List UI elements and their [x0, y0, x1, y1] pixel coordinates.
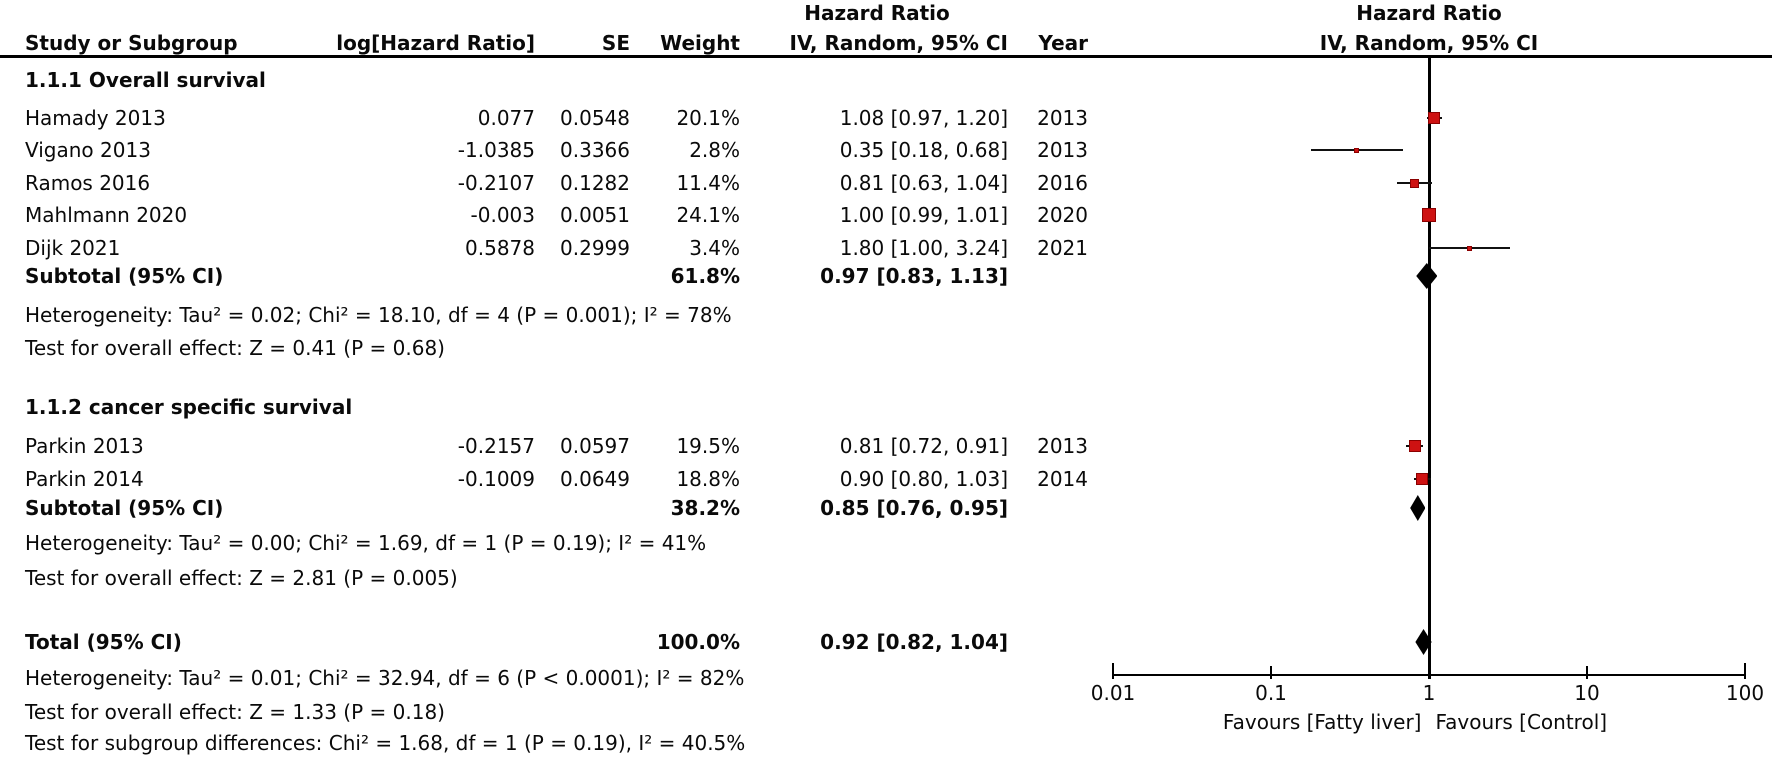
col-header-year: Year — [1038, 31, 1088, 55]
axis-tick — [1112, 663, 1114, 679]
year-value: 2013 — [1037, 434, 1088, 458]
se-value: 0.2999 — [560, 236, 630, 260]
ci-text-value: 0.81 [0.72, 0.91] — [839, 434, 1008, 458]
log-hr-value: -0.2107 — [457, 171, 535, 195]
plot-effect-title: Hazard Ratio — [1356, 1, 1502, 25]
log-hr-value: -1.0385 — [457, 138, 535, 162]
favours-right-label: Favours [Control] — [1435, 710, 1608, 734]
ci-text-value: 0.35 [0.18, 0.68] — [839, 138, 1008, 162]
log-hr-value: 0.077 — [477, 106, 535, 130]
null-effect-line — [1427, 58, 1431, 679]
year-value: 2020 — [1037, 203, 1088, 227]
ci-text-value: 0.97 [0.83, 1.13] — [820, 264, 1008, 288]
axis-tick — [1586, 666, 1588, 679]
ci-text-value: 1.80 [1.00, 3.24] — [839, 236, 1008, 260]
header-divider — [0, 55, 1772, 58]
study-label: Parkin 2013 — [25, 434, 144, 458]
se-value: 0.1282 — [560, 171, 630, 195]
se-value: 0.0548 — [560, 106, 630, 130]
axis-tick-label: 100 — [1725, 681, 1765, 705]
study-label: Hamady 2013 — [25, 106, 166, 130]
weight-value: 2.8% — [689, 138, 740, 162]
ci-text-value: 0.92 [0.82, 1.04] — [820, 630, 1008, 654]
effect-marker — [1415, 473, 1428, 485]
ci-text-value: 0.85 [0.76, 0.95] — [820, 496, 1008, 520]
left-effect-title: Hazard Ratio — [804, 1, 950, 25]
study-label: Vigano 2013 — [25, 138, 151, 162]
effect-marker — [1428, 112, 1441, 124]
axis-favours-labels: Favours [Fatty liver] Favours [Control] — [1223, 710, 1607, 734]
effect-marker — [1410, 178, 1420, 188]
log-hr-value: 0.5878 — [465, 236, 535, 260]
axis-tick-label: 1 — [1422, 681, 1436, 705]
log-hr-value: -0.003 — [470, 203, 535, 227]
axis-tick — [1744, 663, 1746, 679]
effect-marker — [1422, 208, 1436, 222]
col-header-ci: IV, Random, 95% CI — [789, 31, 1008, 55]
stats-note: Heterogeneity: Tau² = 0.01; Chi² = 32.94… — [25, 666, 745, 690]
pooled-diamond — [1415, 629, 1432, 655]
study-label: Ramos 2016 — [25, 171, 151, 195]
weight-value: 18.8% — [676, 467, 740, 491]
year-value: 2021 — [1037, 236, 1088, 260]
axis-tick-label: 10 — [1574, 681, 1600, 705]
study-label: Subtotal (95% CI) — [25, 496, 224, 520]
year-value: 2014 — [1037, 467, 1088, 491]
stats-note: Test for overall effect: Z = 1.33 (P = 0… — [25, 700, 445, 724]
pooled-diamond — [1410, 495, 1426, 521]
study-label: Subtotal (95% CI) — [25, 264, 224, 288]
ci-text-value: 1.00 [0.99, 1.01] — [839, 203, 1008, 227]
stats-note: Test for subgroup differences: Chi² = 1.… — [25, 731, 746, 755]
col-header-log-hr: log[Hazard Ratio] — [336, 31, 535, 55]
se-value: 0.0051 — [560, 203, 630, 227]
axis-tick — [1270, 666, 1272, 679]
weight-value: 24.1% — [676, 203, 740, 227]
col-header-study: Study or Subgroup — [25, 31, 238, 55]
log-hr-value: -0.1009 — [457, 467, 535, 491]
weight-value: 20.1% — [676, 106, 740, 130]
subgroup-heading: 1.1.2 cancer specific survival — [25, 395, 353, 419]
study-label: Total (95% CI) — [25, 630, 182, 654]
weight-value: 19.5% — [676, 434, 740, 458]
stats-note: Test for overall effect: Z = 0.41 (P = 0… — [25, 336, 445, 360]
study-label: Mahlmann 2020 — [25, 203, 188, 227]
ci-text-value: 0.81 [0.63, 1.04] — [839, 171, 1008, 195]
year-value: 2016 — [1037, 171, 1088, 195]
se-value: 0.3366 — [560, 138, 630, 162]
se-value: 0.0597 — [560, 434, 630, 458]
se-value: 0.0649 — [560, 467, 630, 491]
study-label: Parkin 2014 — [25, 467, 144, 491]
pooled-diamond — [1416, 263, 1438, 289]
year-value: 2013 — [1037, 106, 1088, 130]
effect-marker — [1466, 245, 1472, 251]
stats-note: Test for overall effect: Z = 2.81 (P = 0… — [25, 566, 458, 590]
weight-value: 61.8% — [670, 264, 740, 288]
weight-value: 38.2% — [670, 496, 740, 520]
year-value: 2013 — [1037, 138, 1088, 162]
axis-tick-label: 0.01 — [1090, 681, 1136, 705]
axis-tick — [1428, 666, 1430, 679]
log-hr-value: -0.2157 — [457, 434, 535, 458]
axis-tick-label: 0.1 — [1255, 681, 1287, 705]
study-label: Dijk 2021 — [25, 236, 121, 260]
plot-model-subtitle: IV, Random, 95% CI — [1319, 31, 1539, 55]
favours-left-label: Favours [Fatty liver] — [1222, 710, 1422, 734]
subgroup-heading: 1.1.1 Overall survival — [25, 68, 266, 92]
weight-value: 100.0% — [656, 630, 740, 654]
effect-marker — [1408, 440, 1421, 452]
weight-value: 11.4% — [676, 171, 740, 195]
ci-text-value: 0.90 [0.80, 1.03] — [839, 467, 1008, 491]
col-header-weight: Weight — [660, 31, 740, 55]
stats-note: Heterogeneity: Tau² = 0.00; Chi² = 1.69,… — [25, 531, 707, 555]
stats-note: Heterogeneity: Tau² = 0.02; Chi² = 18.10… — [25, 303, 732, 327]
ci-text-value: 1.08 [0.97, 1.20] — [839, 106, 1008, 130]
col-header-se: SE — [601, 31, 630, 55]
effect-marker — [1354, 147, 1360, 153]
weight-value: 3.4% — [689, 236, 740, 260]
